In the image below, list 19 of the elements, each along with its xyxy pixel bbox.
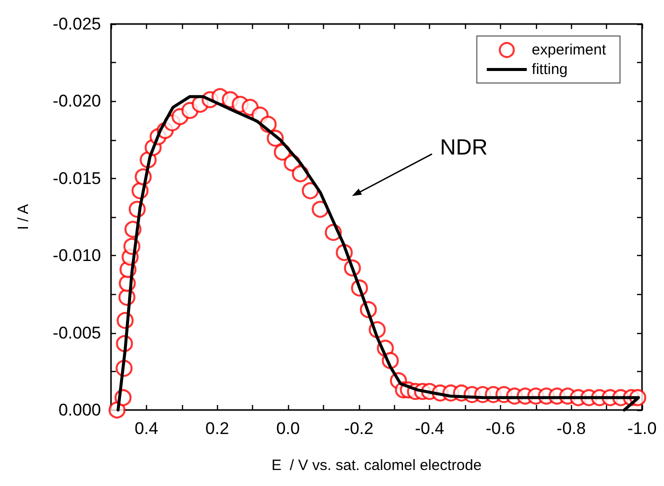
y-tick-label: -0.005 xyxy=(52,323,101,342)
y-tick-label: -0.020 xyxy=(52,92,101,111)
x-tick-label: -0.8 xyxy=(556,419,586,438)
x-tick-label: 0.4 xyxy=(134,419,158,438)
legend-label: experiment xyxy=(532,42,607,58)
x-tick-label: -0.6 xyxy=(486,419,516,438)
x-axis-title: E / V vs. sat. calomel electrode xyxy=(271,457,482,474)
y-tick-label: -0.015 xyxy=(52,168,101,188)
y-axis-title: I / A xyxy=(15,204,32,230)
annotation: NDR xyxy=(440,134,488,160)
x-tick-label: -0.2 xyxy=(344,419,374,438)
y-tick-label: -0.025 xyxy=(52,14,101,34)
x-tick-label: -0.4 xyxy=(414,419,444,438)
y-tick-label: -0.010 xyxy=(52,246,101,266)
x-tick-label: -1.0 xyxy=(627,419,657,438)
x-tick-label: 0.2 xyxy=(205,419,230,438)
legend-label: fitting xyxy=(532,61,568,78)
x-tick-label: 0.0 xyxy=(276,419,300,438)
y-tick-label: 0.000 xyxy=(58,400,101,420)
